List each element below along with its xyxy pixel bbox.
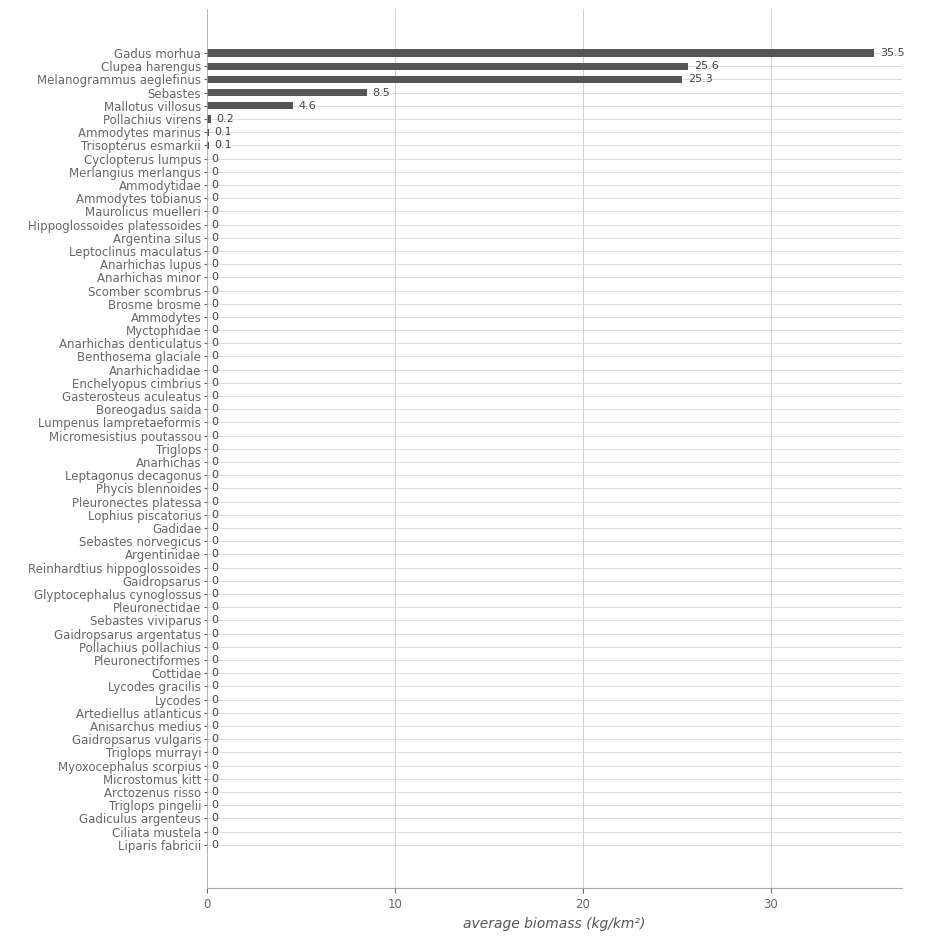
X-axis label: average biomass (kg/km²): average biomass (kg/km²) [463,916,646,931]
Text: 25.3: 25.3 [688,74,713,85]
Text: 0: 0 [212,800,218,810]
Text: 0: 0 [212,813,218,823]
Bar [207,76,682,83]
Bar [207,89,367,96]
Text: 0: 0 [212,153,218,164]
Text: 0: 0 [212,509,218,520]
Text: 0: 0 [212,563,218,572]
Text: 0: 0 [212,193,218,203]
Text: 0: 0 [212,774,218,784]
Text: 0: 0 [212,536,218,546]
Text: 0.1: 0.1 [214,127,232,137]
Text: 0: 0 [212,352,218,362]
Text: 8.5: 8.5 [372,87,390,98]
Text: 0: 0 [212,523,218,533]
Text: 0.1: 0.1 [214,140,232,150]
Text: 0: 0 [212,470,218,480]
Text: 0: 0 [212,299,218,308]
Text: 0: 0 [212,496,218,507]
Text: 0: 0 [212,259,218,269]
Bar [207,49,874,56]
Text: 0: 0 [212,457,218,467]
Text: 25.6: 25.6 [694,61,718,71]
Text: 0: 0 [212,220,218,229]
Text: 0: 0 [212,682,218,692]
Text: 0: 0 [212,787,218,797]
Text: 0: 0 [212,668,218,678]
Text: 0: 0 [212,444,218,454]
Text: 0: 0 [212,246,218,256]
Text: 0: 0 [212,378,218,388]
Text: 0: 0 [212,734,218,744]
Text: 0: 0 [212,721,218,731]
Text: 0: 0 [212,338,218,349]
Text: 35.5: 35.5 [880,48,904,58]
Text: 4.6: 4.6 [299,101,317,111]
Text: 0: 0 [212,404,218,415]
Text: 0: 0 [212,180,218,190]
Bar [207,142,209,149]
Text: 0: 0 [212,708,218,718]
Text: 0: 0 [212,233,218,243]
Text: 0: 0 [212,549,218,559]
Bar [207,102,293,109]
Text: 0: 0 [212,431,218,441]
Text: 0: 0 [212,642,218,651]
Bar [207,129,209,135]
Text: 0: 0 [212,286,218,295]
Text: 0: 0 [212,826,218,837]
Bar [207,116,211,122]
Text: 0: 0 [212,483,218,494]
Text: 0.2: 0.2 [216,114,234,124]
Text: 0: 0 [212,747,218,758]
Text: 0: 0 [212,695,218,705]
Text: 0: 0 [212,629,218,638]
Text: 0: 0 [212,839,218,850]
Text: 0: 0 [212,417,218,428]
Text: 0: 0 [212,655,218,665]
Text: 0: 0 [212,325,218,335]
Text: 0: 0 [212,589,218,599]
Text: 0: 0 [212,273,218,282]
Text: 0: 0 [212,760,218,771]
Text: 0: 0 [212,365,218,375]
Text: 0: 0 [212,616,218,625]
Text: 0: 0 [212,206,218,216]
Text: 0: 0 [212,603,218,612]
Text: 0: 0 [212,576,218,586]
Text: 0: 0 [212,391,218,401]
Text: 0: 0 [212,312,218,321]
Bar [207,63,688,70]
Text: 0: 0 [212,166,218,177]
